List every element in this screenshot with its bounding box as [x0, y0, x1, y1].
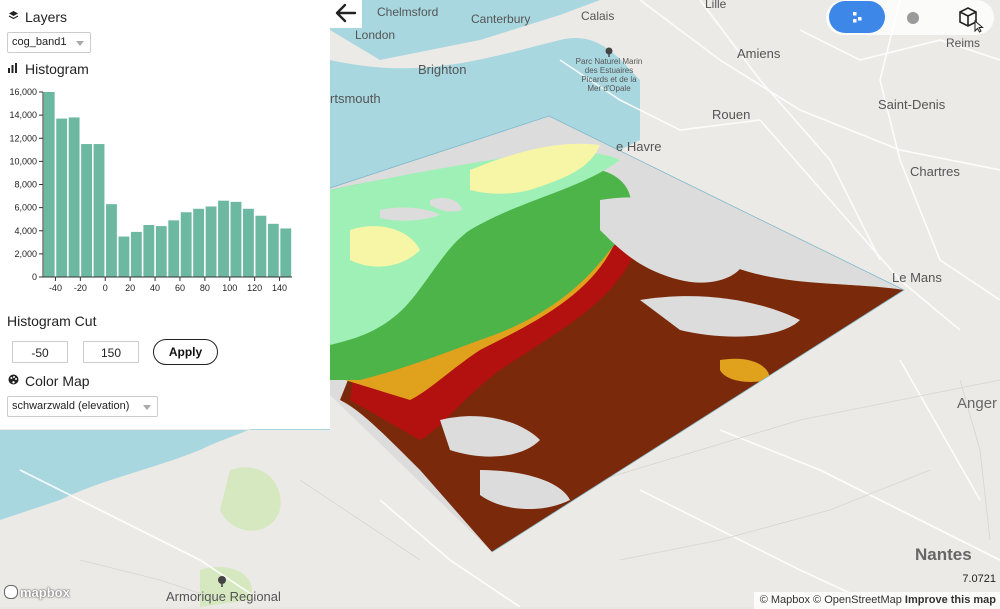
- histogram-bar: [193, 208, 205, 277]
- histogram-bar: [56, 118, 68, 277]
- x-tick-label: -20: [74, 283, 87, 293]
- 2d-mode-icon: [907, 12, 919, 24]
- label-nantes: Nantes: [915, 545, 972, 564]
- histogram-bar: [280, 228, 292, 277]
- label-amiens: Amiens: [737, 46, 781, 61]
- x-tick-label: 0: [103, 283, 108, 293]
- label-reims: Reims: [946, 36, 981, 50]
- label-canterbury: Canterbury: [471, 12, 531, 26]
- histogram-bar: [155, 226, 167, 277]
- label-chelmsford: Chelmsford: [377, 5, 439, 19]
- y-tick-label: 4,000: [14, 226, 37, 236]
- palette-icon: [8, 374, 20, 388]
- colormap-select[interactable]: schwarzwald (elevation): [7, 396, 158, 417]
- y-tick-label: 0: [32, 272, 37, 282]
- chevron-down-icon: [76, 41, 84, 46]
- y-tick-label: 8,000: [14, 180, 37, 190]
- histogram-bar: [205, 206, 217, 277]
- colormap-select-value: schwarzwald (elevation): [12, 400, 130, 412]
- chevron-down-icon: [143, 405, 151, 410]
- 3d-mode-icon: [959, 7, 984, 33]
- x-tick-label: 120: [247, 283, 262, 293]
- label-saint-denis: Saint-Denis: [878, 97, 946, 112]
- layer-select-value: cog_band1: [12, 36, 67, 48]
- layers-title: Layers: [25, 9, 68, 25]
- histogram-chart: 0 2,000 4,000 6,000 8,000 10,000 12,000 14,000 1…: [9, 87, 292, 293]
- x-tick-label: 40: [150, 283, 160, 293]
- label-chartres: Chartres: [910, 164, 960, 179]
- label-le-mans: Le Mans: [892, 270, 942, 285]
- cut-max-input[interactable]: 150: [83, 341, 139, 363]
- view-mode-toggle: [826, 0, 994, 35]
- histogram-bar: [118, 236, 130, 277]
- histogram-bar: [218, 200, 229, 277]
- histogram-title: Histogram: [25, 61, 89, 77]
- layer-select[interactable]: cog_band1: [7, 32, 91, 53]
- y-tick-label: 6,000: [14, 203, 37, 213]
- layers-header: Layers: [8, 8, 67, 26]
- colormap-title: Color Map: [25, 373, 90, 389]
- label-le-havre: e Havre: [616, 139, 662, 154]
- x-tick-label: 20: [125, 283, 135, 293]
- colormap-header: Color Map: [8, 372, 90, 390]
- label-portsmouth: rtsmouth: [330, 91, 381, 106]
- side-panel: Layers cog_band1 Histogram 0 2,000 4,000 6,…: [0, 0, 330, 429]
- histogram-bar: [230, 201, 242, 277]
- label-london: London: [355, 28, 396, 42]
- y-tick-label: 10,000: [9, 156, 37, 166]
- mapbox-logo-text: mapbox: [20, 585, 70, 600]
- label-angers: Anger: [957, 395, 998, 412]
- cluster-mode-button[interactable]: [829, 1, 885, 33]
- histogram-header: Histogram: [8, 60, 89, 78]
- apply-button[interactable]: Apply: [153, 339, 218, 365]
- mapbox-logo[interactable]: mapbox: [4, 585, 70, 600]
- label-lille: Lille: [705, 0, 727, 11]
- histogram-bar: [267, 223, 279, 277]
- histogram-bar: [43, 92, 55, 277]
- cut-min-input[interactable]: -50: [12, 341, 68, 363]
- histogram-bar: [81, 144, 92, 277]
- zoom-readout: 7.0721: [962, 573, 996, 585]
- layers-icon: [8, 10, 20, 24]
- mapbox-logo-icon: [4, 585, 18, 599]
- x-tick-label: 80: [200, 283, 210, 293]
- cut-title: Histogram Cut: [7, 313, 97, 329]
- arrow-left-icon: [335, 3, 357, 23]
- x-tick-label: 60: [175, 283, 185, 293]
- 2d-mode-button[interactable]: [885, 1, 941, 33]
- y-tick-label: 16,000: [9, 87, 37, 97]
- histogram-bar: [143, 224, 155, 277]
- cluster-mode-icon: [853, 12, 862, 23]
- back-button[interactable]: [330, 0, 362, 28]
- x-tick-label: 100: [222, 283, 237, 293]
- improve-map-link[interactable]: Improve this map: [904, 594, 996, 606]
- y-tick-label: 14,000: [9, 110, 37, 120]
- histogram-bar: [180, 212, 192, 277]
- histogram-bar: [130, 231, 142, 277]
- x-tick-label: -40: [49, 283, 62, 293]
- histogram-bar: [68, 117, 80, 277]
- park-marker-icon: [605, 47, 613, 57]
- y-tick-label: 2,000: [14, 249, 37, 259]
- y-tick-label: 12,000: [9, 133, 37, 143]
- histogram-bar: [93, 144, 105, 277]
- attribution-text[interactable]: © Mapbox © OpenStreetMap: [759, 594, 902, 606]
- park-marker-icon-armorique: [218, 576, 226, 587]
- 3d-mode-button[interactable]: [941, 1, 997, 33]
- label-rouen: Rouen: [712, 107, 751, 122]
- label-armorique: Armorique Regional: [166, 589, 281, 604]
- histogram-bar: [255, 215, 267, 277]
- label-brighton: Brighton: [418, 62, 467, 77]
- histogram-bar: [106, 204, 117, 277]
- park-label: Parc Naturel Marin des Estuaires Picards…: [575, 57, 643, 93]
- label-calais: Calais: [581, 9, 615, 23]
- histogram-bar: [168, 220, 180, 277]
- attribution: © Mapbox © OpenStreetMap Improve this ma…: [753, 592, 1000, 609]
- x-tick-label: 140: [272, 283, 287, 293]
- histogram-bar: [243, 208, 254, 277]
- bar-chart-icon: [8, 62, 20, 76]
